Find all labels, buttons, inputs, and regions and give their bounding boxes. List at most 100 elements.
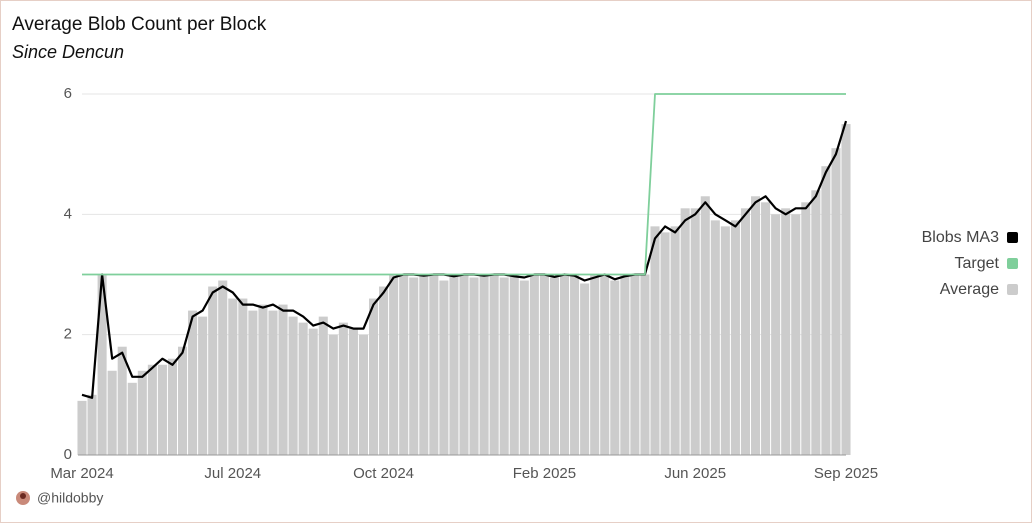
y-tick-label: 4: [64, 205, 72, 222]
bar: [821, 166, 831, 455]
bar: [268, 310, 278, 455]
bar: [650, 226, 660, 455]
bar: [519, 280, 529, 455]
bar: [379, 286, 389, 455]
legend-label: Blobs MA3: [922, 229, 999, 246]
bar: [348, 328, 358, 455]
bar: [680, 208, 690, 455]
bar: [529, 274, 539, 455]
bar: [489, 274, 499, 455]
bar: [107, 370, 117, 455]
bar: [610, 280, 620, 455]
bar: [469, 277, 479, 455]
bar: [238, 298, 248, 455]
bar: [509, 274, 519, 455]
chart-title: Average Blob Count per Block: [12, 14, 267, 35]
bar: [147, 364, 157, 455]
bar: [87, 394, 97, 455]
bar: [590, 274, 600, 455]
bar: [369, 298, 379, 455]
bar: [419, 274, 429, 455]
bar: [499, 277, 509, 455]
avatar-detail: [20, 493, 26, 499]
bar: [801, 202, 811, 455]
bar: [690, 208, 700, 455]
bar: [751, 196, 761, 456]
bar: [278, 304, 288, 455]
bar: [167, 358, 177, 455]
line: [82, 93, 846, 276]
bar: [600, 274, 610, 455]
bar: [670, 226, 680, 455]
bar: [328, 334, 338, 455]
bar: [77, 400, 87, 455]
bar: [580, 283, 590, 455]
bar: [831, 148, 841, 455]
bar: [841, 124, 851, 455]
bar: [429, 274, 439, 455]
legend-label: Target: [955, 255, 1000, 272]
bar: [560, 274, 570, 455]
bar: [570, 274, 580, 455]
bar: [338, 322, 348, 455]
bar: [791, 214, 801, 455]
bar: [459, 274, 469, 455]
bar: [710, 220, 720, 455]
bar: [208, 286, 218, 455]
legend-swatch: [1007, 258, 1018, 269]
bar: [248, 310, 258, 455]
y-tick-label: 0: [64, 446, 72, 463]
y-tick-label: 2: [64, 326, 72, 343]
bar: [399, 274, 409, 455]
bar: [811, 190, 821, 455]
bar: [720, 226, 730, 455]
bar: [228, 298, 238, 455]
bar: [539, 274, 549, 455]
bar: [137, 370, 147, 455]
bar: [117, 346, 127, 455]
bar: [409, 277, 419, 455]
bar: [389, 274, 399, 455]
legend-label: Average: [940, 281, 999, 298]
bar: [449, 274, 459, 455]
bar: [188, 310, 198, 455]
bar: [97, 274, 107, 455]
x-tick-label: Sep 2025: [814, 465, 878, 482]
bar: [127, 382, 137, 455]
bar: [479, 274, 489, 455]
bar: [318, 316, 328, 455]
bar: [700, 196, 710, 456]
bar: [640, 274, 650, 455]
bar: [308, 328, 318, 455]
bar: [660, 232, 670, 455]
bar: [740, 208, 750, 455]
legend-swatch: [1007, 284, 1018, 295]
bar: [358, 334, 368, 455]
bar: [781, 208, 791, 455]
bar: [439, 280, 449, 455]
chart-subtitle: Since Dencun: [12, 42, 124, 62]
bar: [630, 274, 640, 455]
bar: [258, 304, 268, 455]
bar: [178, 346, 188, 455]
x-tick-label: Feb 2025: [513, 465, 576, 482]
bar: [620, 274, 630, 455]
x-tick-label: Oct 2024: [353, 465, 414, 482]
bar: [771, 214, 781, 455]
bar: [549, 277, 559, 455]
bar: [288, 316, 298, 455]
bar: [730, 220, 740, 455]
bar: [218, 280, 228, 455]
x-tick-label: Mar 2024: [50, 465, 113, 482]
bar: [198, 316, 208, 455]
bar: [157, 364, 167, 455]
legend-swatch: [1007, 232, 1018, 243]
bar: [761, 202, 771, 455]
x-tick-label: Jun 2025: [664, 465, 726, 482]
x-tick-label: Jul 2024: [204, 465, 261, 482]
footer-handle: @hildobby: [37, 490, 103, 506]
bar: [298, 322, 308, 455]
y-tick-label: 6: [64, 85, 72, 102]
